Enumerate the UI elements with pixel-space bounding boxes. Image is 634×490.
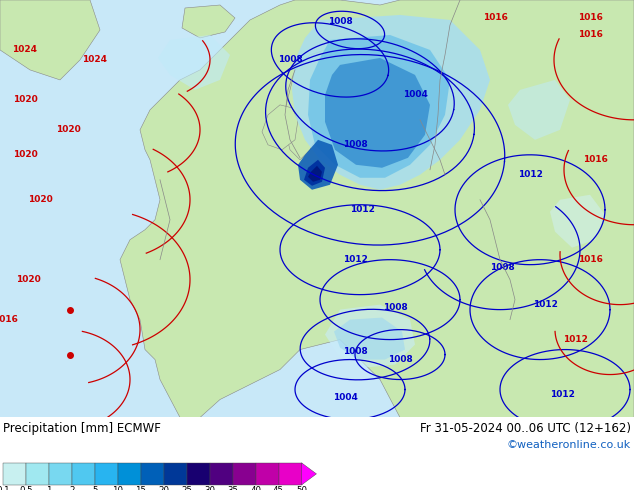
Text: 1: 1	[46, 487, 52, 490]
Text: 1012: 1012	[550, 390, 574, 399]
Polygon shape	[0, 0, 100, 80]
Text: 1020: 1020	[13, 150, 37, 159]
Text: 1008: 1008	[342, 347, 367, 356]
Text: 1012: 1012	[533, 300, 557, 309]
Bar	[95, 463, 118, 485]
Text: 1012: 1012	[349, 205, 375, 214]
Text: 40: 40	[250, 487, 261, 490]
Text: 2: 2	[69, 487, 75, 490]
Polygon shape	[304, 160, 325, 186]
Text: 1016: 1016	[482, 14, 507, 23]
Polygon shape	[325, 305, 415, 368]
Polygon shape	[120, 0, 634, 417]
Text: 1008: 1008	[328, 18, 353, 26]
Text: 1004: 1004	[403, 90, 427, 99]
Polygon shape	[298, 140, 338, 190]
Text: 1016: 1016	[578, 14, 602, 23]
Text: 1020: 1020	[56, 125, 81, 134]
Text: 0.1: 0.1	[0, 487, 10, 490]
Text: 1004: 1004	[333, 393, 358, 402]
Text: 50: 50	[296, 487, 307, 490]
Polygon shape	[375, 60, 405, 110]
Text: 1012: 1012	[562, 335, 588, 344]
Bar	[141, 463, 164, 485]
Polygon shape	[508, 80, 570, 140]
Text: 1020: 1020	[13, 96, 37, 104]
Polygon shape	[262, 105, 298, 150]
Text: 1024: 1024	[13, 46, 37, 54]
Text: 1008: 1008	[383, 303, 408, 312]
Bar	[164, 463, 186, 485]
Polygon shape	[550, 195, 605, 247]
Polygon shape	[158, 35, 230, 90]
Polygon shape	[285, 50, 350, 160]
Bar	[3, 463, 26, 485]
Bar	[233, 463, 256, 485]
Text: ©weatheronline.co.uk: ©weatheronline.co.uk	[507, 440, 631, 450]
Polygon shape	[308, 166, 322, 182]
Bar	[210, 463, 233, 485]
Text: 1020: 1020	[16, 275, 41, 284]
Text: 1012: 1012	[342, 255, 368, 264]
Text: 25: 25	[181, 487, 192, 490]
Text: 1016: 1016	[578, 30, 602, 40]
Bar	[118, 463, 141, 485]
Bar	[186, 463, 210, 485]
Text: 0.5: 0.5	[19, 487, 33, 490]
Text: 1012: 1012	[517, 171, 543, 179]
Bar	[72, 463, 95, 485]
Bar	[256, 463, 278, 485]
Text: 10: 10	[112, 487, 124, 490]
Text: 35: 35	[227, 487, 238, 490]
Text: 45: 45	[273, 487, 284, 490]
Text: 1008: 1008	[278, 55, 302, 64]
Text: 1016: 1016	[0, 315, 18, 324]
Bar	[278, 463, 302, 485]
Text: 15: 15	[135, 487, 146, 490]
Text: 1020: 1020	[28, 195, 53, 204]
Text: 5: 5	[92, 487, 98, 490]
Polygon shape	[302, 463, 316, 485]
Polygon shape	[258, 48, 272, 62]
Polygon shape	[308, 35, 450, 178]
Polygon shape	[334, 318, 405, 360]
Text: 1016: 1016	[578, 255, 602, 264]
Polygon shape	[182, 5, 235, 38]
Polygon shape	[325, 58, 430, 168]
Text: Fr 31-05-2024 00..06 UTC (12+162): Fr 31-05-2024 00..06 UTC (12+162)	[420, 421, 631, 435]
Text: Precipitation [mm] ECMWF: Precipitation [mm] ECMWF	[3, 421, 161, 435]
Bar	[26, 463, 49, 485]
Text: 1008: 1008	[342, 140, 367, 149]
Text: 1008: 1008	[489, 263, 514, 272]
Text: 30: 30	[204, 487, 215, 490]
Text: 1008: 1008	[387, 355, 412, 364]
Bar	[49, 463, 72, 485]
Text: 1024: 1024	[82, 55, 108, 64]
Text: 20: 20	[158, 487, 169, 490]
Polygon shape	[292, 15, 490, 190]
Text: 1016: 1016	[583, 155, 607, 164]
